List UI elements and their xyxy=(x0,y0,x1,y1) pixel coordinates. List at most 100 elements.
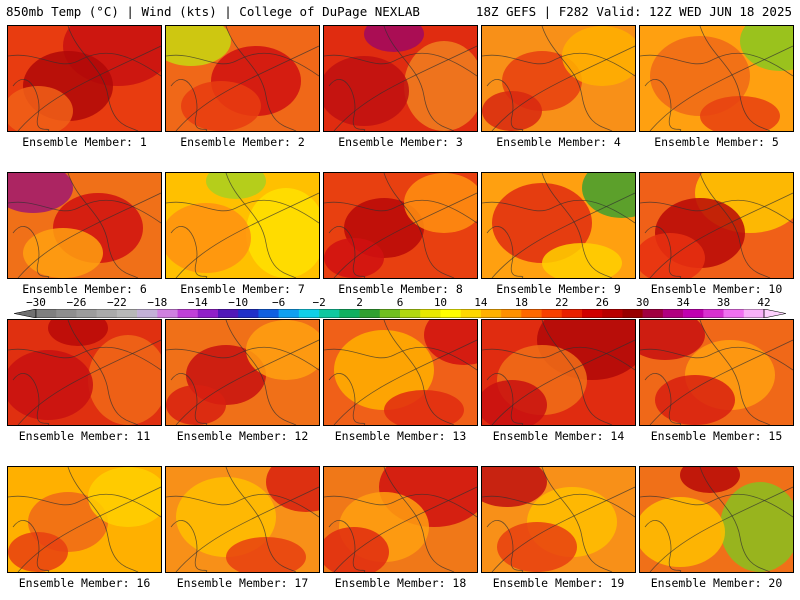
scale-tick-label: 30 xyxy=(636,296,650,309)
ensemble-member-label: Ensemble Member: 8 xyxy=(338,282,463,296)
contour-line xyxy=(328,520,366,572)
temperature-region xyxy=(640,320,705,360)
ensemble-member-map[interactable] xyxy=(7,172,162,279)
header-left-title: 850mb Temp (°C) | Wind (kts) | College o… xyxy=(6,4,420,19)
contour-line xyxy=(166,199,319,224)
temperature-map xyxy=(640,173,793,278)
contour-line xyxy=(328,79,366,131)
scale-tick-label: −22 xyxy=(106,296,127,309)
scale-tick-label: −14 xyxy=(187,296,208,309)
contour-line xyxy=(486,373,524,425)
contour-line xyxy=(699,467,771,572)
scale-swatch xyxy=(298,309,320,318)
contour-line xyxy=(486,79,524,131)
temperature-map xyxy=(640,320,793,425)
temperature-region xyxy=(88,467,161,527)
contour-line xyxy=(644,520,682,572)
contour-line xyxy=(175,45,319,131)
temperature-map xyxy=(324,320,477,425)
ensemble-member-label: Ensemble Member: 11 xyxy=(18,429,151,443)
ensemble-member-map[interactable] xyxy=(7,25,162,132)
ensemble-member-map[interactable] xyxy=(639,319,794,426)
temperature-region xyxy=(226,537,306,572)
ensemble-member-map[interactable] xyxy=(481,172,636,279)
scale-tick-label: 10 xyxy=(433,296,448,309)
temperature-region xyxy=(542,243,622,278)
ensemble-member-map[interactable] xyxy=(481,466,636,573)
ensemble-member-map[interactable] xyxy=(323,25,478,132)
temperature-region xyxy=(166,203,251,273)
ensemble-member-map[interactable] xyxy=(7,319,162,426)
contour-line xyxy=(328,226,366,278)
scale-tick-label: 42 xyxy=(757,296,771,309)
contour-line xyxy=(175,339,319,425)
scale-swatch xyxy=(582,309,603,318)
scale-swatch xyxy=(359,309,381,318)
ensemble-member-map[interactable] xyxy=(323,466,478,573)
ensemble-member-label: Ensemble Member: 5 xyxy=(654,135,779,149)
contour-line xyxy=(541,320,613,425)
contour-line xyxy=(491,339,635,425)
ensemble-member-label: Ensemble Member: 16 xyxy=(18,576,151,590)
ensemble-member-map[interactable] xyxy=(481,319,636,426)
contour-line xyxy=(640,52,793,77)
temperature-region xyxy=(88,335,161,425)
contour-line xyxy=(541,173,613,278)
contour-line xyxy=(640,493,793,518)
scale-tick-label: −26 xyxy=(66,296,87,309)
temperature-region xyxy=(582,173,635,218)
temperature-region xyxy=(324,527,389,572)
ensemble-member-map[interactable] xyxy=(639,172,794,279)
scale-swatch xyxy=(379,309,401,318)
ensemble-member-map[interactable] xyxy=(639,466,794,573)
temperature-region xyxy=(176,477,276,557)
temperature-map xyxy=(8,26,161,131)
ensemble-member-map[interactable] xyxy=(165,466,320,573)
contour-line xyxy=(649,486,793,572)
ensemble-member-map[interactable] xyxy=(165,172,320,279)
ensemble-member-map[interactable] xyxy=(323,172,478,279)
scale-swatch xyxy=(319,309,340,318)
ensemble-member-map[interactable] xyxy=(481,25,636,132)
scale-swatch xyxy=(197,309,219,318)
contour-line xyxy=(225,320,297,425)
temperature-map xyxy=(8,467,161,572)
contour-line xyxy=(17,45,161,131)
scale-tick-label: 34 xyxy=(676,296,690,309)
ensemble-member-label: Ensemble Member: 3 xyxy=(338,135,463,149)
ensemble-member-map[interactable] xyxy=(165,319,320,426)
contour-line xyxy=(649,45,793,131)
contour-line xyxy=(328,373,366,425)
contour-line xyxy=(12,373,50,425)
scale-tick-label: −10 xyxy=(228,296,249,309)
scale-swatch xyxy=(622,309,643,318)
ensemble-member-map[interactable] xyxy=(165,25,320,132)
contour-line xyxy=(640,199,793,224)
temperature-map xyxy=(166,467,319,572)
ensemble-member-label: Ensemble Member: 1 xyxy=(22,135,147,149)
temperature-region xyxy=(266,467,319,512)
temperature-map xyxy=(324,467,477,572)
ensemble-member-map[interactable] xyxy=(323,319,478,426)
contour-line xyxy=(640,346,793,371)
scale-swatch xyxy=(238,309,259,318)
scale-tick-label: 14 xyxy=(474,296,488,309)
contour-line xyxy=(644,79,682,131)
contour-line xyxy=(170,226,208,278)
temperature-map xyxy=(166,173,319,278)
contour-line xyxy=(699,173,771,278)
contour-line xyxy=(644,373,682,425)
contour-line xyxy=(333,45,477,131)
ensemble-member-label: Ensemble Member: 10 xyxy=(650,282,783,296)
temperature-region xyxy=(424,320,477,365)
scale-swatch xyxy=(177,309,199,318)
ensemble-member-map[interactable] xyxy=(639,25,794,132)
scale-swatch xyxy=(662,309,684,318)
temperature-region xyxy=(680,467,740,493)
contour-line xyxy=(8,346,161,371)
scale-swatch xyxy=(460,309,482,318)
contour-line xyxy=(482,346,635,371)
scale-swatch xyxy=(400,309,421,318)
ensemble-member-map[interactable] xyxy=(7,466,162,573)
contour-line xyxy=(699,26,771,131)
